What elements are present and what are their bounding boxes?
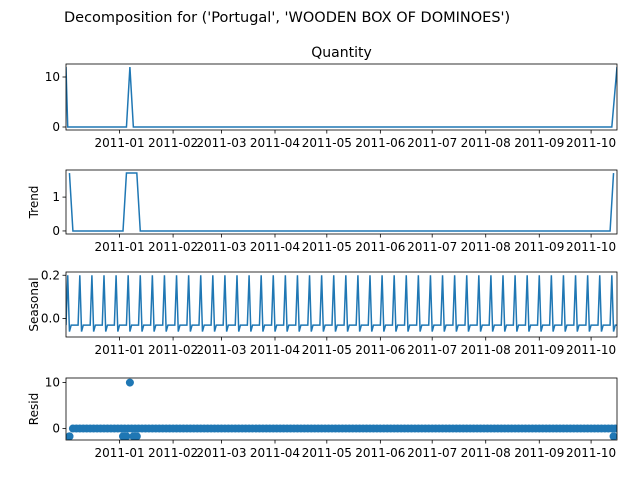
x-tick-label: 2011-01 bbox=[94, 136, 144, 150]
y-tick-label: 10 bbox=[45, 70, 60, 84]
x-tick-label: 2011-08 bbox=[461, 240, 511, 254]
y-tick-label: 0 bbox=[52, 422, 60, 436]
axes-frame bbox=[65, 377, 618, 441]
observed-line bbox=[66, 66, 617, 128]
x-tick-label: 2011-09 bbox=[514, 240, 564, 254]
y-tick-label: 10 bbox=[45, 376, 60, 390]
y-axis-label: Resid bbox=[27, 393, 41, 425]
x-tick-label: 2011-05 bbox=[302, 136, 352, 150]
trend-series bbox=[68, 172, 615, 232]
resid-outlier-point bbox=[122, 432, 131, 440]
x-tick-label: 2011-06 bbox=[355, 446, 405, 460]
x-tick-label: 2011-05 bbox=[302, 343, 352, 357]
panel-title: Quantity bbox=[311, 45, 372, 61]
x-tick-label: 2011-02 bbox=[148, 136, 198, 150]
x-tick-label: 2011-02 bbox=[148, 343, 198, 357]
x-tick-label: 2011-08 bbox=[461, 343, 511, 357]
y-axis-label: Seasonal bbox=[27, 277, 41, 331]
y-tick-label: 1 bbox=[52, 190, 60, 204]
y-tick-label: 0 bbox=[52, 224, 60, 238]
x-tick-label: 2011-04 bbox=[250, 343, 300, 357]
y-tick-label: 0.2 bbox=[41, 268, 60, 282]
x-tick-label: 2011-08 bbox=[461, 136, 511, 150]
resid-point bbox=[611, 424, 617, 433]
x-tick-label: 2011-05 bbox=[302, 240, 352, 254]
resid-outlier-point bbox=[125, 378, 134, 387]
x-tick-label: 2011-04 bbox=[250, 136, 300, 150]
x-tick-label: 2011-04 bbox=[250, 446, 300, 460]
x-tick-label: 2011-01 bbox=[94, 240, 144, 254]
x-tick-label: 2011-02 bbox=[148, 446, 198, 460]
x-tick-label: 2011-01 bbox=[94, 446, 144, 460]
x-tick-label: 2011-06 bbox=[355, 343, 405, 357]
y-axis-label: Trend bbox=[27, 186, 41, 220]
x-tick-label: 2011-03 bbox=[196, 446, 246, 460]
y-tick-label: 0.0 bbox=[41, 312, 60, 326]
trend-line bbox=[68, 172, 615, 232]
x-tick-label: 2011-01 bbox=[94, 343, 144, 357]
x-tick-label: 2011-10 bbox=[566, 240, 616, 254]
resid-series bbox=[66, 378, 617, 440]
axes-frame bbox=[65, 63, 618, 131]
resid-outlier-point bbox=[132, 432, 141, 440]
x-tick-label: 2011-08 bbox=[461, 446, 511, 460]
x-tick-label: 2011-06 bbox=[355, 136, 405, 150]
x-tick-label: 2011-09 bbox=[514, 343, 564, 357]
x-tick-label: 2011-07 bbox=[407, 240, 457, 254]
axes-frame bbox=[65, 169, 618, 235]
y-tick-label: 0 bbox=[52, 120, 60, 134]
x-tick-label: 2011-10 bbox=[566, 136, 616, 150]
x-tick-label: 2011-09 bbox=[514, 136, 564, 150]
x-tick-label: 2011-10 bbox=[566, 446, 616, 460]
seasonal-series bbox=[66, 275, 617, 332]
x-tick-label: 2011-03 bbox=[196, 343, 246, 357]
figure-suptitle: Decomposition for ('Portugal', 'WOODEN B… bbox=[64, 10, 510, 26]
resid-outlier-point bbox=[609, 432, 617, 440]
seasonal-line bbox=[66, 275, 617, 332]
x-tick-label: 2011-06 bbox=[355, 240, 405, 254]
x-tick-label: 2011-05 bbox=[302, 446, 352, 460]
x-tick-label: 2011-07 bbox=[407, 446, 457, 460]
x-tick-label: 2011-02 bbox=[148, 240, 198, 254]
resid-outlier-point bbox=[66, 432, 74, 440]
x-tick-label: 2011-03 bbox=[196, 136, 246, 150]
axes-frame bbox=[65, 271, 618, 338]
x-tick-label: 2011-10 bbox=[566, 343, 616, 357]
x-tick-label: 2011-04 bbox=[250, 240, 300, 254]
x-tick-label: 2011-09 bbox=[514, 446, 564, 460]
x-tick-label: 2011-03 bbox=[196, 240, 246, 254]
x-tick-label: 2011-07 bbox=[407, 136, 457, 150]
x-tick-label: 2011-07 bbox=[407, 343, 457, 357]
observed-series bbox=[66, 66, 617, 128]
